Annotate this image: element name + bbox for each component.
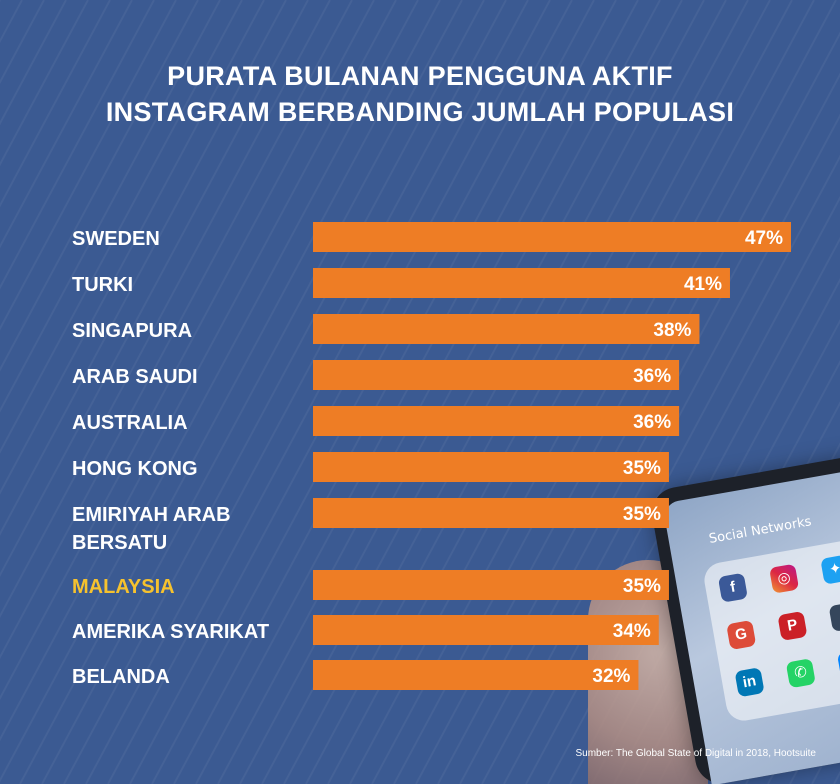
background-stripe xyxy=(63,0,485,784)
background-stripe xyxy=(0,0,265,495)
background-stripe xyxy=(459,72,840,784)
background-stripe xyxy=(41,0,463,784)
chart-title-line-2: INSTAGRAM BERBANDING JUMLAH POPULASI xyxy=(105,97,735,127)
category-label: ARAB SAUDI xyxy=(72,366,198,388)
background-stripe xyxy=(305,0,727,784)
bar xyxy=(313,498,669,528)
background-stripe xyxy=(327,0,749,784)
background-stripe xyxy=(0,0,375,701)
background-stripe xyxy=(371,0,793,784)
background-stripe xyxy=(0,0,177,331)
bar xyxy=(313,615,659,645)
background-stripe xyxy=(481,113,840,784)
category-label: BERSATU xyxy=(72,532,167,554)
bar xyxy=(313,406,680,436)
background-stripe xyxy=(283,0,705,784)
background-stripe xyxy=(151,0,573,784)
background-stripe xyxy=(0,0,111,208)
background-stripe xyxy=(0,0,155,290)
value-label: 35% xyxy=(623,458,661,479)
background-stripe xyxy=(0,0,89,167)
category-label: BELANDA xyxy=(72,666,170,688)
background-stripe xyxy=(19,0,441,784)
source-note: Sumber: The Global State of Digital in 2… xyxy=(575,748,816,759)
chart-title-line-1: PURATA BULANAN PENGGUNA AKTIF xyxy=(167,61,673,91)
background-stripe xyxy=(107,0,529,784)
background-stripe xyxy=(261,0,683,784)
category-label: MALAYSIA xyxy=(72,576,175,598)
value-label: 47% xyxy=(745,228,783,249)
bar xyxy=(313,452,669,482)
background-stripe xyxy=(85,0,507,784)
value-label: 36% xyxy=(633,366,671,387)
background-stripe xyxy=(0,0,133,249)
category-label: SINGAPURA xyxy=(72,320,192,342)
value-label: 34% xyxy=(613,621,651,642)
background-stripe xyxy=(217,0,639,784)
category-label: AMERIKA SYARIKAT xyxy=(72,621,269,643)
value-label: 38% xyxy=(653,320,691,341)
bar xyxy=(313,268,730,298)
value-label: 35% xyxy=(623,504,661,525)
background-stripe xyxy=(349,0,771,784)
bar xyxy=(313,660,639,690)
background-stripe xyxy=(239,0,661,784)
value-label: 32% xyxy=(592,666,630,687)
category-label: EMIRIYAH ARAB xyxy=(72,504,231,526)
background-stripe xyxy=(415,0,837,784)
value-label: 35% xyxy=(623,576,661,597)
background-stripe xyxy=(195,0,617,784)
background-stripe xyxy=(0,0,419,783)
bar xyxy=(313,360,680,390)
category-label: AUSTRALIA xyxy=(72,412,188,434)
background-stripe xyxy=(0,0,221,413)
background-stripe xyxy=(0,0,243,454)
bar xyxy=(313,570,669,600)
category-label: TURKI xyxy=(72,274,133,296)
background-stripe xyxy=(393,0,815,784)
background-stripe xyxy=(0,0,199,372)
background-stripe xyxy=(0,0,309,578)
bar xyxy=(313,314,700,344)
category-label: HONG KONG xyxy=(72,458,198,480)
background-stripe xyxy=(0,0,287,536)
category-label: SWEDEN xyxy=(72,228,160,250)
background-stripe xyxy=(437,31,840,784)
background-stripe xyxy=(0,0,397,742)
background-stripe xyxy=(129,0,551,784)
background-stripe xyxy=(503,154,840,784)
value-label: 41% xyxy=(684,274,722,295)
value-label: 36% xyxy=(633,412,671,433)
bar xyxy=(313,222,791,252)
background-stripe xyxy=(0,0,353,660)
background-stripe xyxy=(173,0,595,784)
background-stripe xyxy=(0,0,331,619)
